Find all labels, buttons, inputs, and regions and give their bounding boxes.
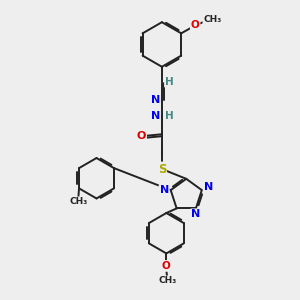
Text: O: O bbox=[191, 20, 200, 30]
Text: CH₃: CH₃ bbox=[159, 276, 177, 285]
Text: N: N bbox=[151, 95, 160, 105]
Text: N: N bbox=[160, 185, 169, 195]
Text: N: N bbox=[191, 209, 200, 219]
Text: S: S bbox=[158, 163, 166, 176]
Text: N: N bbox=[204, 182, 213, 192]
Text: CH₃: CH₃ bbox=[70, 197, 88, 206]
Text: H: H bbox=[165, 111, 174, 121]
Text: N: N bbox=[151, 111, 160, 121]
Text: O: O bbox=[137, 131, 146, 141]
Text: H: H bbox=[165, 76, 174, 87]
Text: CH₃: CH₃ bbox=[203, 15, 221, 24]
Text: O: O bbox=[162, 261, 171, 271]
